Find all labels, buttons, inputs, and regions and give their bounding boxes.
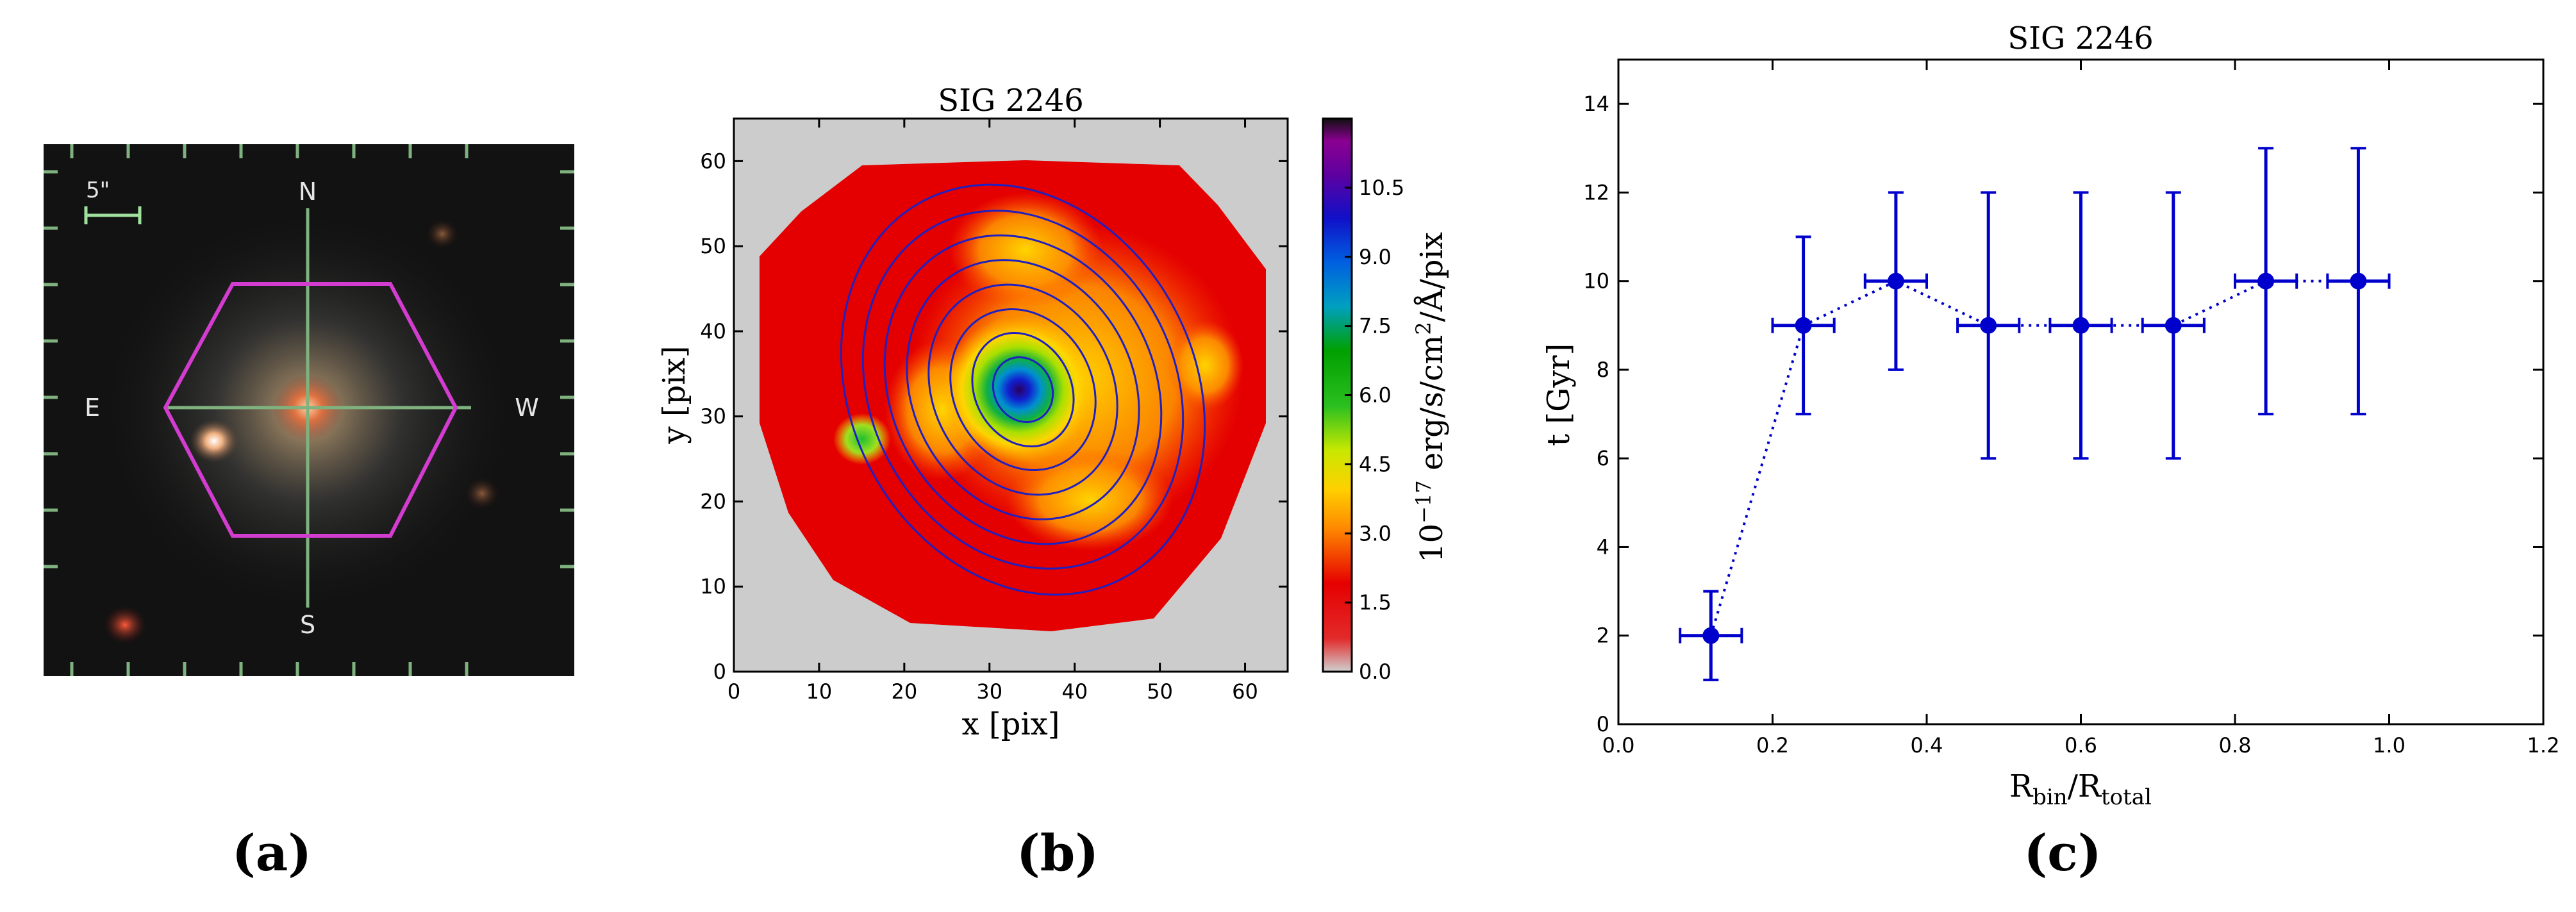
age-data-point — [1679, 590, 1743, 681]
colorbar-tick-label: 1.5 — [1359, 590, 1392, 615]
age-x-label-mid: /R — [2068, 768, 2102, 804]
age-data-point — [2234, 147, 2298, 416]
age-y-tick-label: 4 — [1597, 535, 1609, 559]
age-x-label-sub-total: total — [2101, 784, 2152, 810]
age-y-tick-label: 8 — [1597, 358, 1609, 382]
colorbar-tick-label: 4.5 — [1359, 452, 1392, 476]
map-x-axis-ticks: 0 10 20 30 40 50 60 — [727, 119, 1258, 704]
dim-star — [426, 219, 459, 249]
compass-west: W — [515, 394, 539, 422]
map-y-tick-label: 10 — [700, 574, 726, 599]
data-marker — [2072, 317, 2090, 334]
age-y-tick-label: 12 — [1583, 180, 1609, 204]
age-x-tick-label: 0.4 — [1911, 733, 1943, 758]
map-y-axis-ticks: 0 10 20 30 40 50 60 — [700, 149, 1288, 684]
map-x-tick-label: 10 — [806, 679, 833, 704]
map-y-tick-label: 60 — [700, 149, 726, 173]
map-x-tick-label: 50 — [1147, 679, 1173, 704]
age-x-axis-label: Rbin/Rtotal — [2009, 768, 2152, 810]
map-x-tick-label: 0 — [727, 679, 740, 704]
age-y-tick-label: 14 — [1583, 92, 1609, 116]
data-marker — [1702, 627, 1720, 644]
age-data-point — [2326, 147, 2391, 416]
map-y-tick-label: 50 — [700, 234, 726, 258]
colorbar-label: 10−17 erg/s/cm2/Å/pix — [1411, 232, 1450, 563]
panel-c-letter: (c) — [2023, 824, 2101, 883]
colorbar-label-unit: erg/s/cm — [1414, 335, 1450, 481]
compass-south: S — [300, 611, 315, 639]
data-marker — [2165, 317, 2182, 334]
map-y-axis-label: y [pix] — [656, 346, 692, 445]
data-marker — [2257, 272, 2275, 290]
map-x-tick-label: 40 — [1061, 679, 1088, 704]
colorbar-tick-label: 10.5 — [1359, 176, 1404, 200]
age-y-tick-label: 10 — [1583, 269, 1609, 294]
age-profile-line — [1709, 279, 2359, 636]
panel-b-flux-map: 0 10 20 30 40 50 60 0 10 20 30 40 50 60 SIG 2246 x [… — [656, 83, 1450, 742]
map-x-tick-label: 30 — [976, 679, 1002, 704]
age-x-tick-label: 0.0 — [1602, 733, 1635, 758]
age-chart-title: SIG 2246 — [2007, 21, 2154, 56]
age-data-point — [2141, 191, 2206, 460]
age-x-tick-label: 0.8 — [2219, 733, 2252, 758]
map-x-tick-label: 60 — [1232, 679, 1258, 704]
age-y-tick-label: 2 — [1597, 624, 1609, 648]
map-y-tick-label: 0 — [713, 659, 726, 684]
colorbar-tick-label: 0.0 — [1359, 659, 1392, 684]
age-data-point — [1771, 235, 1836, 416]
age-y-tick-label: 6 — [1597, 446, 1609, 470]
map-title: SIG 2246 — [938, 83, 1084, 119]
age-x-tick-label: 1.2 — [2527, 733, 2560, 758]
colorbar-tick-label: 6.0 — [1359, 383, 1392, 408]
age-x-tick-label: 0.2 — [1756, 733, 1789, 758]
age-data-point — [2048, 191, 2113, 460]
crosshair — [165, 208, 471, 608]
map-y-tick-label: 30 — [700, 404, 726, 429]
compass-east: E — [85, 394, 100, 422]
compass-north: N — [299, 178, 317, 206]
data-marker — [1795, 317, 1812, 334]
age-x-tick-label: 0.6 — [2065, 733, 2097, 758]
panel-a-galaxy-image: 5" N S E W — [44, 144, 574, 676]
data-marker — [1887, 272, 1904, 290]
age-x-tick-label: 1.0 — [2373, 733, 2406, 758]
image-edge-ticks — [44, 144, 574, 676]
hexagon-fov — [163, 282, 458, 538]
data-marker — [2350, 272, 2367, 290]
colorbar: 0.0 1.5 3.0 4.5 6.0 7.5 9.0 10.5 10−17 erg/s/cm… — [1322, 117, 1450, 684]
colorbar-tick-label: 3.0 — [1359, 521, 1392, 545]
age-data-point — [1956, 191, 2021, 460]
colorbar-label-exponent: −17 — [1411, 480, 1436, 524]
colorbar-tick-label: 9.0 — [1359, 245, 1392, 269]
data-marker — [1980, 317, 1997, 334]
age-y-tick-label: 0 — [1597, 712, 1609, 736]
dim-star — [464, 477, 500, 510]
age-data-points — [1679, 147, 2391, 681]
scale-bar — [84, 206, 142, 224]
colorbar-tick-label: 7.5 — [1359, 314, 1392, 338]
age-y-axis-label: t [Gyr] — [1541, 344, 1577, 446]
age-axis-ticks: 0.0 0.2 0.4 0.6 0.8 1.0 1.2 0 2 4 6 8 10 12 14 — [1583, 60, 2559, 758]
map-x-tick-label: 20 — [891, 679, 917, 704]
panel-b-letter: (b) — [1017, 824, 1099, 883]
map-x-axis-label: x [pix] — [962, 706, 1060, 742]
panel-c-age-profile: 0.0 0.2 0.4 0.6 0.8 1.0 1.2 0 2 4 6 8 10 12 14 SIG 224… — [1541, 21, 2559, 810]
panel-a-letter: (a) — [232, 824, 312, 883]
age-x-label-sub-bin: bin — [2032, 784, 2068, 810]
colorbar-label-base: 10 — [1414, 524, 1450, 563]
galaxy-knot — [190, 419, 238, 463]
isophote-contours — [840, 183, 1206, 596]
age-data-point — [1863, 191, 1928, 371]
map-y-tick-label: 40 — [700, 319, 726, 344]
colorbar-ticks: 0.0 1.5 3.0 4.5 6.0 7.5 9.0 10.5 — [1345, 176, 1404, 684]
scale-bar-label: 5" — [86, 178, 110, 203]
age-x-label-base: R — [2009, 768, 2034, 804]
colorbar-label-unit-rest: /Å/pix — [1413, 232, 1450, 322]
colorbar-label-square: 2 — [1411, 322, 1436, 335]
map-y-tick-label: 20 — [700, 489, 726, 513]
red-star — [103, 606, 147, 644]
